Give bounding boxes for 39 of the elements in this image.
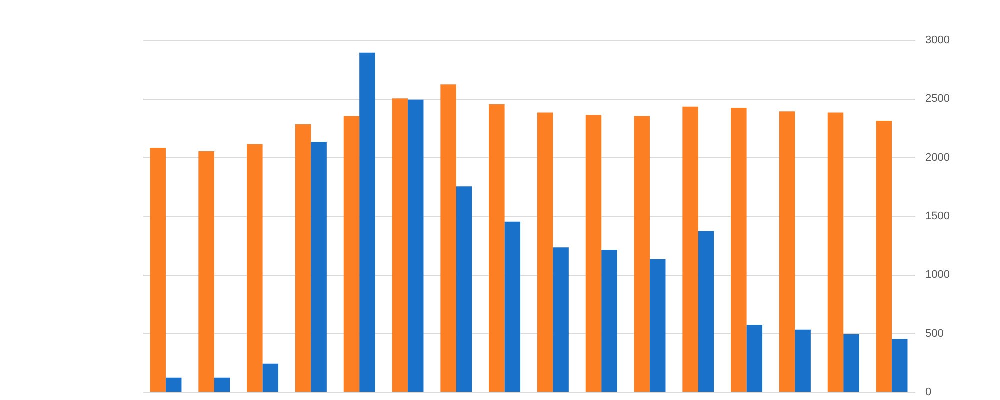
- bar: [682, 106, 698, 392]
- bar: [408, 100, 424, 392]
- y-tick-label: 0: [926, 386, 932, 398]
- bar: [844, 334, 860, 392]
- bar: [553, 248, 569, 392]
- bar: [360, 52, 376, 392]
- bar: [392, 98, 408, 392]
- bar: [650, 259, 666, 392]
- bar: [731, 108, 747, 392]
- bar: [698, 231, 714, 392]
- bar: [537, 112, 554, 392]
- bar: [892, 339, 908, 392]
- bar: [440, 84, 456, 392]
- y-tick-label: 2500: [926, 93, 950, 106]
- bar: [247, 144, 263, 392]
- bar: [795, 330, 811, 392]
- y-tick-label: 1500: [926, 210, 950, 222]
- y-tick-label: 500: [926, 328, 944, 340]
- y-tick-label: 1000: [926, 269, 950, 282]
- bar: [198, 151, 214, 392]
- bar: [586, 115, 602, 392]
- bar: [634, 116, 650, 392]
- bar: [746, 325, 763, 392]
- bar: [150, 148, 166, 392]
- bar: [876, 120, 892, 392]
- bar: [262, 364, 279, 392]
- bar: [779, 112, 796, 392]
- y-tick-label: 2000: [926, 152, 950, 164]
- bar: [456, 186, 472, 392]
- bar: [166, 378, 182, 392]
- bar: [489, 104, 505, 392]
- bar: [295, 124, 312, 392]
- bar: [311, 142, 327, 392]
- bar: [344, 116, 360, 392]
- bar: [602, 250, 618, 392]
- bar: [828, 112, 844, 392]
- bar: [504, 222, 521, 392]
- bar: [214, 378, 230, 392]
- y-tick-label: 3000: [926, 34, 950, 46]
